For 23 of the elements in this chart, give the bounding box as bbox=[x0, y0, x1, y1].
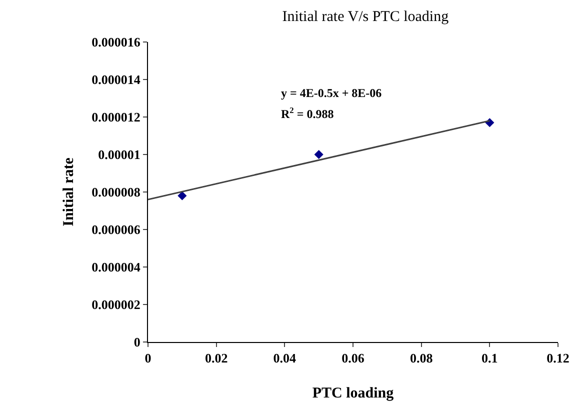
y-tick-label: 0.000012 bbox=[92, 110, 140, 125]
point bbox=[314, 150, 324, 160]
point bbox=[178, 191, 187, 200]
x-tick-label: 0.08 bbox=[410, 350, 434, 366]
x-tick-label: 0.02 bbox=[204, 350, 228, 366]
y-tick-label: 0.000004 bbox=[92, 260, 141, 275]
y-tick-label: 0.000016 bbox=[92, 34, 141, 50]
y-axis-title: Initial rate bbox=[60, 157, 77, 226]
x-axis-title: PTC loading bbox=[312, 386, 394, 402]
x-tick-label: 0.12 bbox=[546, 350, 570, 366]
y-tick-label: 0.000008 bbox=[92, 184, 141, 200]
y-tick-label: 0 bbox=[134, 334, 140, 350]
x-tick-label: 0.1 bbox=[482, 350, 498, 366]
y-tick-label: 0.000014 bbox=[92, 72, 141, 88]
x-tick-label: 0.06 bbox=[342, 350, 365, 366]
y-tick-label: 0.000002 bbox=[92, 297, 140, 312]
annotation: R$^{2}$ = 0.988 bbox=[281, 106, 334, 122]
x-tick-label: 0 bbox=[144, 350, 152, 366]
y-tick-label: 0.000006 bbox=[92, 222, 141, 238]
x-tick-label: 0.04 bbox=[273, 350, 297, 366]
y-tick-label: 0.00001 bbox=[98, 147, 140, 162]
annotation: y = 4E-0.5x + 8E-06 bbox=[281, 86, 382, 100]
chart-title: Initial rate V/s PTC loading bbox=[282, 9, 450, 25]
